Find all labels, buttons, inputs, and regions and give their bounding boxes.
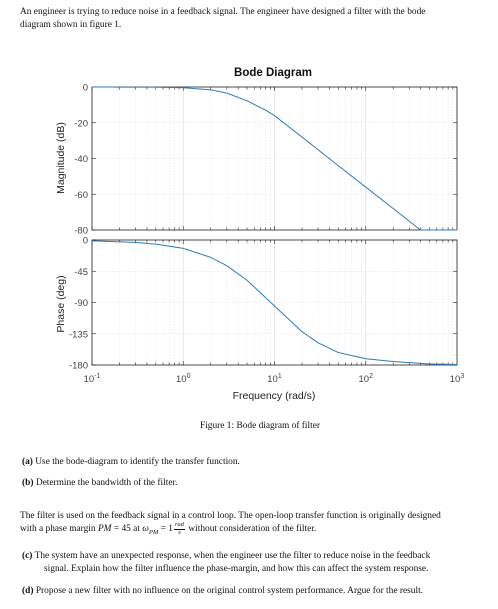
para2-line-1: The filter is used on the feedback signa… — [20, 511, 441, 521]
x-tick-label: 101 — [267, 373, 282, 385]
x-tick-base: 10 — [359, 374, 370, 385]
para2-line-2: with a phase margin PM = 45 at ωPM = 1 ra… — [20, 522, 496, 539]
x-tick-label: 100 — [176, 373, 191, 385]
question-a: (a) Use the bode-diagram to identify the… — [22, 456, 240, 468]
omega-eq: = 1 — [158, 524, 173, 535]
question-d-text: Propose a new filter with no influence o… — [35, 586, 424, 596]
x-tick-exponent: 1 — [278, 373, 282, 380]
phase-tick-label: 0 — [83, 236, 88, 247]
omega-subscript: PM — [148, 529, 159, 537]
frequency-xlabel: Frequency (rad/s) — [233, 390, 316, 402]
magnitude-tick-label: -60 — [74, 190, 88, 201]
phase-ticks — [91, 239, 457, 366]
x-tick-exponent: 3 — [460, 373, 464, 380]
omega-symbol: ω — [142, 524, 149, 535]
fraction-denominator: s — [178, 528, 181, 536]
question-c-label: (c) — [22, 551, 33, 561]
para2-text-a: with a phase margin — [20, 524, 98, 535]
phase-tick-label: -180 — [69, 361, 88, 372]
fraction-numerator: rad — [173, 522, 186, 530]
phase-tick-label: -45 — [74, 267, 88, 278]
magnitude-grid — [91, 86, 457, 231]
bode-figure: Bode Diagram Magnitude (dB) Phase (deg) … — [55, 67, 465, 402]
pm-eq: = 45 at — [111, 524, 143, 535]
magnitude-tick-label: 0 — [83, 83, 88, 94]
magnitude-tick-label: -40 — [74, 154, 88, 165]
x-tick-base: 10 — [176, 374, 187, 385]
phase-curve — [91, 240, 458, 366]
unit-fraction: rad s — [173, 522, 186, 536]
question-d-label: (d) — [22, 586, 34, 596]
question-c-line-2: signal. Explain how the filter influence… — [44, 564, 429, 574]
question-b-label: (b) — [22, 478, 34, 488]
x-tick-label: 103 — [450, 373, 465, 385]
x-tick-base: 10 — [84, 374, 95, 385]
frequency-tick-labels: 10-1 100 101 102 103 — [84, 373, 465, 385]
x-tick-exponent: 2 — [369, 373, 373, 380]
x-tick-base: 10 — [267, 374, 278, 385]
chart-title: Bode Diagram — [234, 67, 312, 79]
magnitude-tick-labels: 0 -20 -40 -60 -80 — [74, 83, 88, 237]
phase-tick-label: -90 — [74, 298, 88, 309]
magnitude-ylabel: Magnitude (dB) — [55, 122, 67, 194]
question-b-text: Determine the bandwidth of the filter. — [35, 478, 178, 488]
pm-symbol: PM — [97, 524, 112, 535]
x-tick-label: 10-1 — [84, 373, 101, 385]
x-tick-exponent: -1 — [94, 373, 100, 380]
question-a-text: Use the bode-diagram to identify the tra… — [35, 457, 240, 467]
phase-tick-labels: 0 -45 -90 -135 -180 — [69, 236, 88, 372]
question-a-label: (a) — [22, 457, 33, 467]
intro-line-2: diagram shown in figure 1. — [20, 19, 122, 30]
question-b: (b) Determine the bandwidth of the filte… — [22, 477, 177, 489]
x-tick-label: 102 — [359, 373, 374, 385]
phase-ylabel: Phase (deg) — [55, 275, 67, 332]
figure-caption: Figure 1: Bode diagram of filter — [199, 421, 321, 431]
para2-text-b: without consideration of the filter. — [186, 524, 317, 535]
question-d: (d) Propose a new filter with no influen… — [22, 585, 423, 597]
magnitude-tick-label: -20 — [74, 118, 88, 129]
magnitude-curve — [91, 86, 457, 231]
intro-line-1: An engineer is trying to reduce noise in… — [20, 7, 426, 17]
magnitude-ticks — [91, 86, 457, 231]
x-tick-base: 10 — [450, 374, 461, 385]
x-tick-exponent: 0 — [187, 373, 191, 380]
question-c-line-1: The system have an unexpected response, … — [34, 551, 431, 561]
question-c: (c) The system have an unexpected respon… — [22, 550, 430, 562]
phase-tick-label: -135 — [69, 329, 88, 340]
phase-grid — [91, 239, 457, 366]
magnitude-tick-label: -80 — [74, 226, 88, 237]
